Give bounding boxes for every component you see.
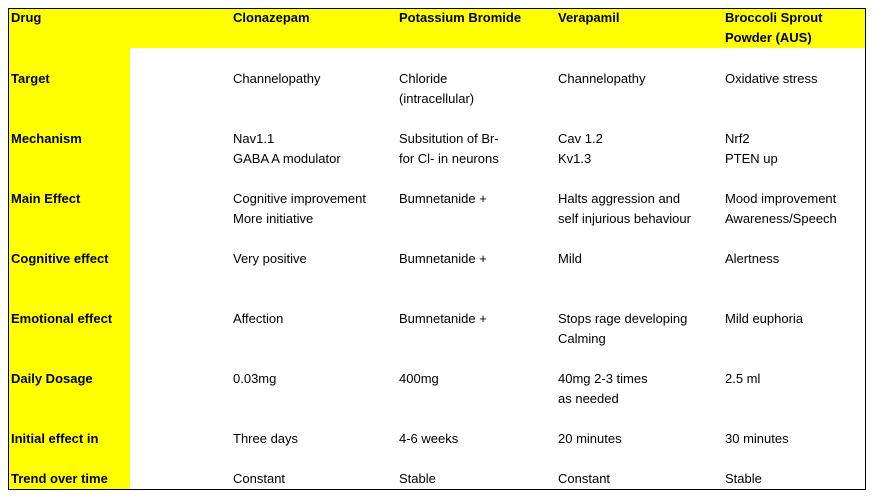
table-cell: Constant [233,471,286,486]
table-cell: Kv1.3 [558,151,592,166]
table-cell: Oxidative stress [725,71,818,86]
table-cell: Stable [725,471,762,486]
table-cell: 4-6 weeks [399,431,459,446]
table-cell: self injurious behaviour [558,211,691,226]
table-border [8,8,866,490]
header-cell: Clonazepam [233,10,310,25]
table-cell: Subsitution of Br- [399,131,499,146]
table-cell: Mild euphoria [725,311,804,326]
table-cell: PTEN up [725,151,778,166]
table-cell: 0.03mg [233,371,277,386]
table-cell: Halts aggression and [558,191,681,206]
table-cell: Three days [233,431,299,446]
header-cell: Verapamil [558,10,620,25]
row-label: Target [11,71,50,86]
table-cell: Stable [399,471,436,486]
table-cell: GABA A modulator [233,151,341,166]
table-cell: Calming [558,331,606,346]
row-label: Main Effect [11,191,81,206]
table-cell: Cognitive improvement [233,191,366,206]
row-label: Trend over time [11,471,108,486]
table-cell: Bumnetanide + [399,251,487,266]
table-cell: Cav 1.2 [558,131,603,146]
table-cell: Mild [558,251,582,266]
table-cell: Nrf2 [725,131,750,146]
table-cell: for Cl- in neurons [399,151,499,166]
header-cell: Drug [11,10,42,25]
row-label: Mechanism [11,131,82,146]
table-cell: Awareness/Speech [725,211,837,226]
table-cell: Channelopathy [558,71,646,86]
row-label: Cognitive effect [11,251,109,266]
table-cell: Alertness [725,251,780,266]
label-column-band [9,9,130,489]
header-cell: Powder (AUS) [725,30,812,45]
header-cell: Potassium Bromide [399,10,522,25]
table-cell: More initiative [233,211,314,226]
table-cell: Mood improvement [725,191,837,206]
table-cell: Stops rage developing [558,311,688,326]
table-cell: Chloride [399,71,448,86]
header-band [9,9,865,48]
table-cell: Channelopathy [233,71,321,86]
table-cell: Affection [233,311,284,326]
table-cell: (intracellular) [399,91,475,106]
table-cell: Nav1.1 [233,131,275,146]
row-label: Emotional effect [11,311,113,326]
header-cell: Broccoli Sprout [725,10,823,25]
table-cell: Bumnetanide + [399,191,487,206]
table-cell: 2.5 ml [725,371,761,386]
table-cell: Constant [558,471,611,486]
table-cell: 40mg 2-3 times [558,371,648,386]
row-label: Initial effect in [11,431,99,446]
row-label: Daily Dosage [11,371,93,386]
table-cell: 20 minutes [558,431,622,446]
table-cell: Bumnetanide + [399,311,487,326]
table-cell: 400mg [399,371,439,386]
table-cell: 30 minutes [725,431,789,446]
table-cell: as needed [558,391,619,406]
table-cell: Very positive [233,251,307,266]
